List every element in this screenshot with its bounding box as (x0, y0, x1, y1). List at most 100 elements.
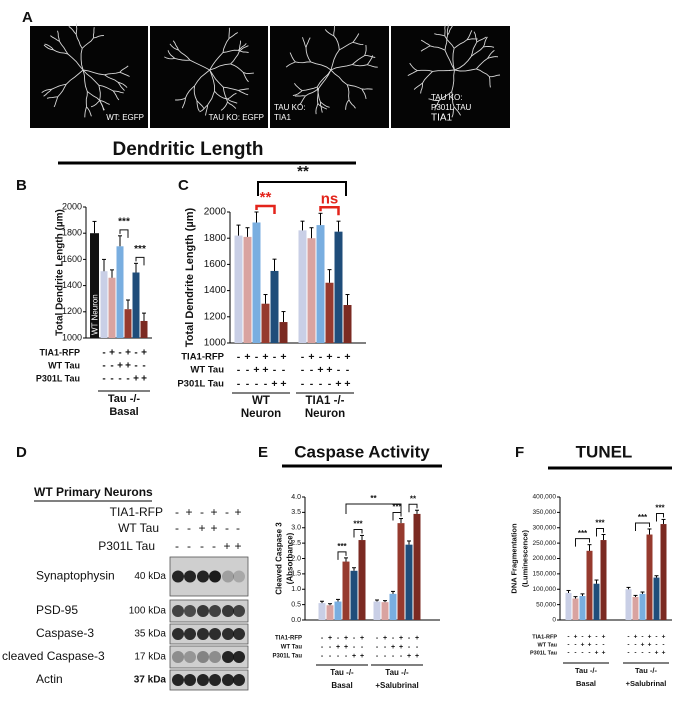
condition-label: TIA1-RFP (110, 505, 163, 519)
condition-sign: - (118, 348, 121, 359)
dendrite (199, 104, 209, 113)
dendrite (112, 90, 120, 101)
dendrite (364, 55, 376, 58)
condition-sign: + (648, 642, 652, 649)
y-tick-label: 50,000 (536, 601, 556, 608)
dendrite (310, 61, 332, 71)
group-label: Neuron (241, 408, 281, 420)
blot-band (184, 628, 196, 640)
condition-sign: + (109, 348, 115, 359)
dendrite (117, 81, 128, 88)
condition-sign: + (344, 378, 350, 390)
condition-sign: - (588, 650, 590, 657)
condition-sign: - (110, 361, 113, 372)
dendrite (50, 35, 60, 42)
condition-sign: + (210, 505, 217, 519)
group-label: Tau -/- (108, 393, 141, 405)
y-tick-label: 0 (552, 617, 556, 624)
dendrite (432, 69, 455, 72)
significance-bracket (656, 512, 664, 522)
condition-sign: + (335, 378, 341, 390)
dendrite (454, 68, 477, 72)
significance-bracket (575, 538, 590, 547)
blot-band (172, 674, 184, 686)
panel-letter: E (258, 444, 268, 461)
significance-label: ns (321, 190, 339, 207)
condition-sign: - (345, 653, 348, 660)
y-tick-label: 2000 (204, 207, 227, 218)
dendrite (214, 90, 228, 100)
condition-sign: - (337, 364, 341, 376)
bar (279, 322, 288, 343)
y-axis-label: Total Dendrite Length (µm) (184, 207, 196, 347)
dendrite (470, 41, 478, 57)
condition-sign: - (236, 521, 240, 535)
bar (660, 524, 667, 620)
dendrite (98, 85, 101, 101)
bar (342, 561, 350, 620)
dendrite (57, 30, 60, 42)
dendrite (220, 101, 228, 111)
dendrite (317, 103, 328, 110)
dendrite (242, 72, 249, 83)
dendrite (80, 48, 84, 71)
dendrite (333, 25, 335, 36)
significance-bracket (119, 229, 129, 238)
dendrite (46, 96, 58, 99)
dendrite (451, 69, 455, 92)
y-tick-label: 3.0 (291, 525, 301, 532)
condition-sign: - (655, 642, 657, 649)
dendrite (238, 40, 241, 52)
dendrite (99, 100, 110, 105)
dendrite (164, 56, 175, 60)
condition-sign: + (360, 653, 364, 660)
condition-sign: + (383, 635, 387, 642)
condition-sign: + (198, 521, 205, 535)
dendrite (230, 63, 244, 73)
dendrite (348, 99, 356, 109)
condition-sign: + (280, 378, 286, 390)
condition-sign: + (125, 361, 131, 372)
dendrite (51, 83, 67, 90)
blot-band (222, 605, 234, 617)
panel-letter: C (178, 177, 189, 194)
condition-sign: - (567, 642, 569, 649)
bar (350, 570, 358, 620)
band-weight: 17 kDa (134, 652, 166, 663)
condition-sign: + (588, 634, 592, 641)
y-tick-label: 1200 (62, 306, 82, 316)
condition-sign: - (353, 635, 356, 642)
y-tick-label: 350,000 (533, 509, 557, 516)
condition-sign: + (648, 634, 652, 641)
dendrite (407, 70, 418, 76)
dendrite (330, 69, 348, 86)
condition-label: TIA1-RFP (275, 636, 302, 642)
y-tick-label: 150,000 (533, 571, 557, 578)
y-tick-label: 0.5 (291, 601, 301, 608)
band-name: PSD-95 (36, 603, 78, 617)
dendrite (84, 106, 87, 118)
chart-title: Caspase Activity (294, 442, 430, 461)
condition-sign: + (360, 635, 364, 642)
dendrite (181, 97, 186, 109)
dendrite (196, 100, 205, 109)
blot-band (172, 651, 184, 663)
condition-sign: - (408, 635, 411, 642)
condition-label: P301L Tau (36, 373, 80, 383)
bar (261, 303, 270, 343)
y-tick-label: 1800 (204, 233, 227, 244)
condition-sign: - (264, 378, 268, 390)
dendrite (453, 39, 468, 49)
condition-sign: + (125, 348, 131, 359)
condition-sign: + (655, 650, 659, 657)
dendrite (81, 37, 94, 49)
significance-bracket (337, 551, 347, 560)
dendrite (473, 31, 478, 43)
bar (100, 271, 108, 338)
dendrite (305, 47, 312, 63)
condition-sign: + (662, 650, 666, 657)
group-label: Basal (576, 679, 596, 688)
condition-label: WT Tau (281, 645, 303, 651)
condition-sign: - (634, 642, 636, 649)
condition-sign: - (187, 539, 191, 553)
